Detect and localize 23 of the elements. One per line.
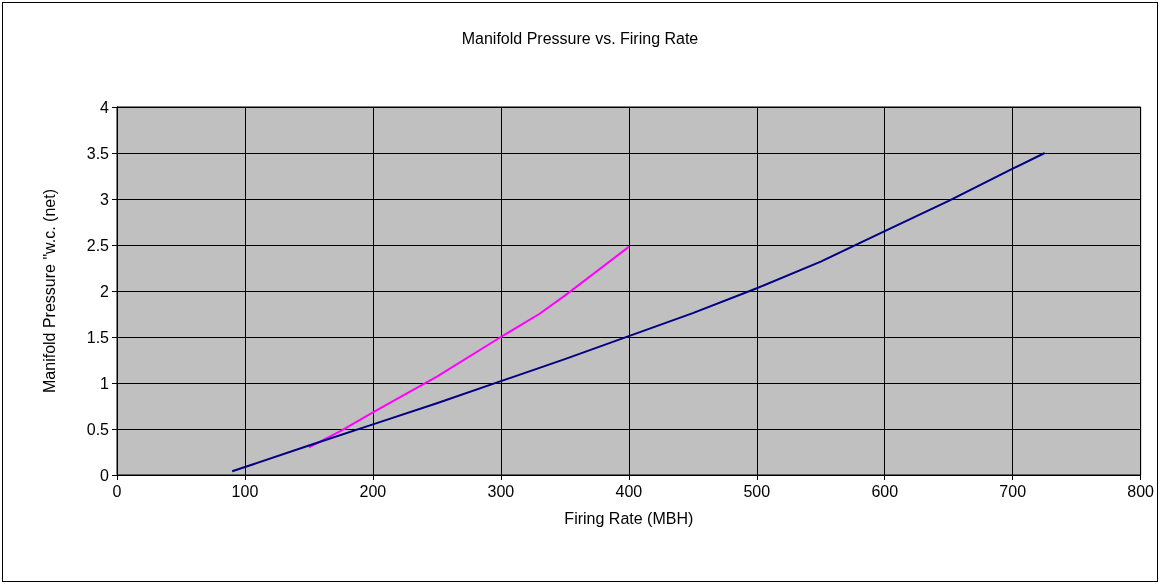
x-axis-title: Firing Rate (MBH) [564,509,694,527]
y-tick-label: 4 [100,98,110,116]
x-tick-label: 100 [231,482,259,500]
x-tick-label: 300 [487,482,515,500]
y-tick-label: 2 [100,282,110,300]
y-tick-label: 0.5 [86,420,110,438]
x-tick-label: 400 [615,482,643,500]
y-tick-label: 3.5 [86,144,110,162]
x-tick-label: 700 [999,482,1027,500]
chart-title: Manifold Pressure vs. Firing Rate [461,29,699,47]
y-axis-title: Manifold Pressure "w.c. (net) [40,189,58,393]
y-tick-label: 2.5 [86,236,110,254]
line-series [307,245,630,449]
x-tick-label: 0 [112,482,122,500]
line-series [231,152,1046,473]
y-tick-label: 0 [100,466,110,484]
y-tick-label: 1.5 [86,328,110,346]
y-tick-label: 3 [100,190,110,208]
x-tick-label: 500 [743,482,771,500]
x-tick-label: 200 [359,482,387,500]
x-tick-label: 800 [1127,482,1155,500]
x-tick-label: 600 [871,482,899,500]
y-tick-label: 1 [100,374,110,392]
